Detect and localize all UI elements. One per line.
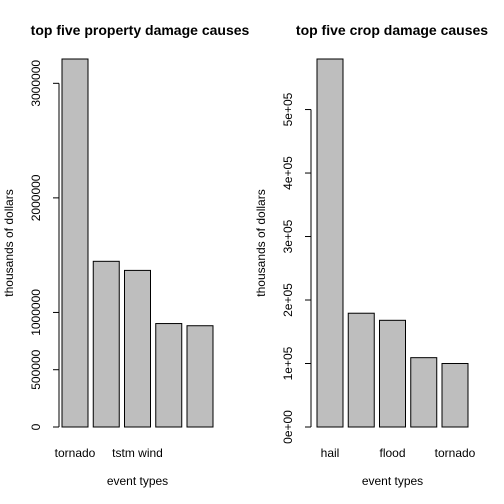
y-axis-label: thousands of dollars bbox=[2, 189, 16, 296]
bar-2 bbox=[347, 312, 375, 428]
y-tick-label: 3e+05 bbox=[281, 219, 295, 253]
bar-3 bbox=[379, 319, 406, 428]
bar-4 bbox=[155, 323, 183, 428]
category-label: tstm wind bbox=[112, 446, 163, 460]
category-label: tornado bbox=[55, 446, 96, 460]
y-tick-label: 4e+05 bbox=[281, 156, 295, 190]
chart-title: top five crop damage causes bbox=[296, 22, 488, 38]
y-tick-label: 3000000 bbox=[29, 60, 43, 107]
y-tick-label: 2e+05 bbox=[281, 283, 295, 317]
x-axis-label: event types bbox=[362, 474, 423, 488]
y-tick-label: 2000000 bbox=[29, 174, 43, 221]
bar-1 bbox=[316, 58, 344, 428]
bar-2 bbox=[92, 260, 120, 428]
y-tick-label: 5e+05 bbox=[281, 92, 295, 126]
category-label: tornado bbox=[435, 446, 476, 460]
bar-5 bbox=[186, 325, 214, 428]
bar-1 bbox=[61, 58, 89, 428]
chart-title: top five property damage causes bbox=[31, 22, 250, 38]
bar-3 bbox=[124, 269, 151, 428]
y-tick-label: 1000000 bbox=[29, 289, 43, 336]
y-tick-label: 0 bbox=[29, 423, 43, 430]
category-label: flood bbox=[379, 446, 405, 460]
y-axis-label: thousands of dollars bbox=[254, 189, 268, 296]
y-tick-label: 0e+00 bbox=[281, 410, 295, 444]
category-label: hail bbox=[321, 446, 340, 460]
bar-5 bbox=[441, 362, 469, 428]
x-axis-label: event types bbox=[107, 474, 168, 488]
y-tick-label: 1e+05 bbox=[281, 346, 295, 380]
y-tick-label: 500000 bbox=[29, 349, 43, 389]
bar-4 bbox=[410, 357, 438, 428]
